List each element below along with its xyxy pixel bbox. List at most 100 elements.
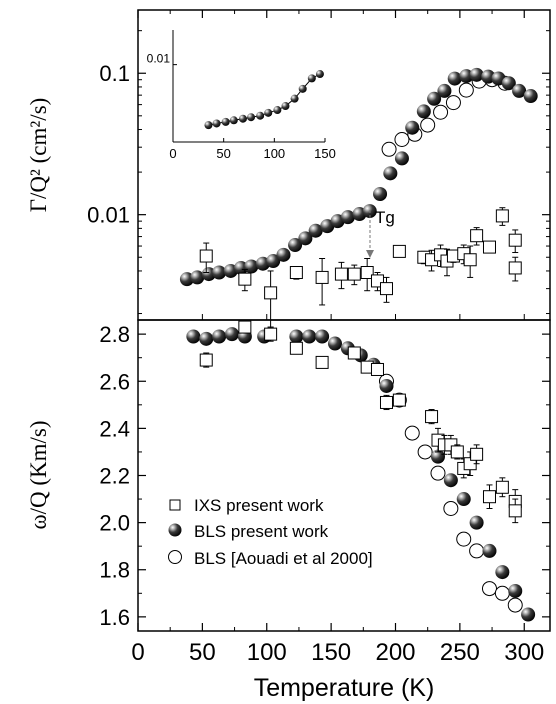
bls-present-bottom-point [508,583,523,598]
bls-aouadi-bottom-point [443,500,459,516]
bls-present-bottom-point [224,327,239,342]
bottom-y-tick-label: 1.8 [99,558,130,583]
ixs-bottom-point [370,362,384,376]
bls-present-top-point [394,151,409,166]
ixs-bottom-point [347,346,361,360]
inset-point [315,70,324,79]
inset-point [307,74,316,83]
ixs-bottom-point [508,504,522,518]
bls-aouadi-bottom-point [430,465,446,481]
bls-present-top-point [427,91,442,106]
ixs-top-point [360,266,374,280]
bls-present-top-point [308,223,323,238]
bls-present-top-point [266,254,281,269]
bls-present-top-point [212,265,227,280]
legend-marker-ixs [169,499,181,511]
bls-present-top-point [201,267,216,282]
bls-present-top-point [244,259,259,274]
bls-present-top-point [276,247,291,262]
bls-present-bottom-point [379,378,394,393]
bls-aouadi-bottom-point [469,543,485,559]
ixs-bottom-point [379,395,393,409]
bls-present-top-point [523,89,538,104]
bls-aouadi-top-point [445,95,461,111]
ixs-bottom-point [470,447,484,461]
bottom-y-tick-label: 1.6 [99,605,130,630]
bls-aouadi-bottom-point [456,531,472,547]
tg-label: Tg [375,208,395,227]
bls-present-top-point [405,120,420,135]
inset-point [264,108,273,117]
inset-point [212,119,221,128]
bls-present-top-point [340,210,355,225]
ixs-bottom-point [199,353,213,367]
top-y-tick-label: 0.01 [87,203,130,228]
ixs-top-point [238,272,252,286]
ixs-bottom-point [450,445,464,459]
bls-present-top-point [501,76,516,91]
inset-x-tick-label: 100 [263,146,285,161]
bls-aouadi-bottom-point [417,444,433,460]
x-tick-label: 0 [131,639,144,666]
ixs-bottom-point [238,320,252,334]
ixs-bottom-point [482,490,496,504]
bls-present-top-point [288,238,303,253]
ixs-bottom-point [392,393,406,407]
tg-arrow-head [366,250,374,258]
ixs-top-point [495,209,509,223]
y-axis-label-bottom: ω/Q (Km/s) [26,420,51,529]
inset-point [273,106,282,115]
legend: IXS present work BLS present work BLS [A… [168,496,373,568]
bottom-panel-marks [186,320,536,622]
bls-present-top-point [437,83,452,98]
bls-present-top-point [469,67,484,82]
ixs-bottom-point [495,480,509,494]
inset-point [298,84,307,93]
bottom-y-tick-label: 2.8 [99,322,130,347]
bls-present-bottom-point [443,473,458,488]
bls-aouadi-bottom-point [507,597,523,613]
legend-label-bls-present: BLS present work [194,522,329,541]
x-tick-label: 50 [189,639,216,666]
bls-present-top-point [459,69,474,84]
inset-point [290,94,299,103]
bls-aouadi-top-point [394,132,410,148]
bls-present-top-point [383,166,398,181]
inset-point [256,111,265,120]
bottom-y-tick-label: 2.4 [99,416,130,441]
bls-present-top-point [298,231,313,246]
bls-aouadi-bottom-point [494,585,510,601]
ixs-top-point [199,249,213,263]
bls-present-bottom-point [302,329,317,344]
legend-marker-bls-present [168,523,182,537]
inset-x-tick-label: 150 [314,146,336,161]
bls-present-top-point [373,187,388,202]
inset-axes: 0 50 100 150 0.01 [147,52,336,161]
bls-aouadi-bottom-point [404,425,420,441]
ixs-top-point [289,266,303,280]
bls-aouadi-top-point [381,141,397,157]
bls-present-top-point [416,104,431,119]
top-panel-marks [179,67,538,328]
ixs-top-point [463,253,477,267]
inset-x-tick-label: 50 [216,146,230,161]
x-tick-label: 300 [504,639,544,666]
bls-present-bottom-point [430,449,445,464]
x-tick-label: 100 [247,639,287,666]
inset-point [221,117,230,126]
x-tick-label: 250 [440,639,480,666]
bottom-y-tick-label: 2.2 [99,464,130,489]
ixs-bottom-point [264,327,278,341]
bls-present-top-point [447,71,462,86]
ixs-top-point [347,267,361,281]
top-y-tick-label: 0.1 [99,61,130,86]
bottom-y-tick-label: 2.0 [99,511,130,536]
bls-present-bottom-point [315,329,330,344]
legend-label-ixs: IXS present work [194,496,324,515]
inset-y-tick-label: 0.01 [147,52,171,66]
bls-present-bottom-point [289,329,304,344]
bls-present-bottom-point [469,515,484,530]
legend-label-bls-aouadi: BLS [Aouadi et al 2000] [194,549,373,568]
ixs-top-point [334,267,348,281]
